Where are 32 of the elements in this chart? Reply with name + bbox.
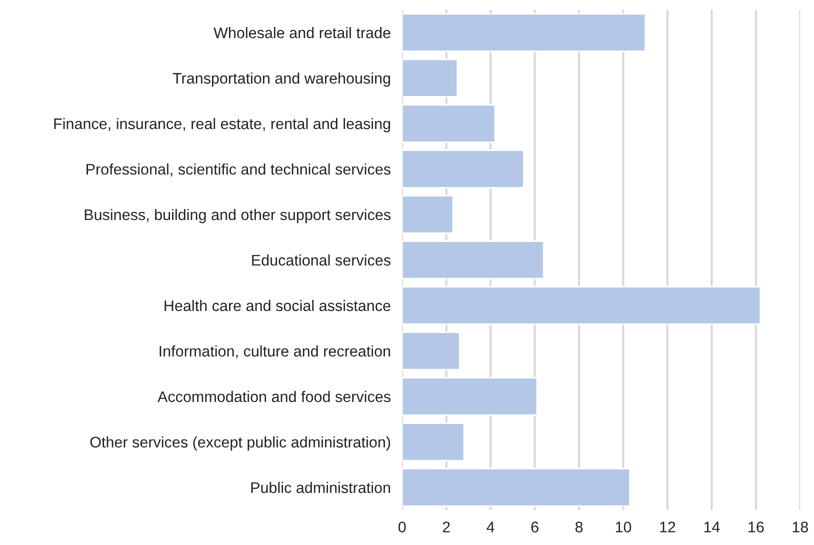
x-tick-label: 16 (748, 522, 764, 532)
x-tick-label: 4 (486, 522, 494, 532)
bar (402, 468, 631, 507)
x-tick-label: 2 (442, 522, 450, 532)
x-tick-label: 12 (660, 522, 676, 532)
x-tick-label: 8 (575, 522, 583, 532)
y-tick-label: Accommodation and food services (158, 390, 390, 402)
bar (402, 195, 454, 234)
y-tick-label: Wholesale and retail trade (214, 27, 390, 38)
x-tick-label: 6 (531, 522, 538, 532)
bar (402, 286, 762, 325)
y-tick-label: Public administration (251, 482, 390, 494)
y-tick-label: Business, building and other support services (84, 208, 390, 224)
bar (402, 104, 496, 143)
x-tick-label: 18 (792, 522, 808, 532)
y-tick-label: Finance, insurance, real estate, rental and leasing (54, 118, 390, 132)
bar (402, 58, 458, 98)
bar (402, 13, 646, 52)
y-tick-label: Transportation and warehousing (172, 72, 390, 87)
y-tick-label: Information, culture and recreation (160, 345, 390, 358)
y-tick-label: Other services (except public administration) (90, 436, 390, 451)
bar (402, 422, 465, 462)
bar (402, 240, 544, 280)
y-tick-label: Educational services (252, 254, 390, 266)
y-tick-label: Health care and social assistance (164, 300, 390, 312)
bar (402, 377, 538, 416)
x-tick-label: 10 (616, 522, 632, 532)
bar (402, 332, 460, 370)
y-tick-label: Professional, scientific and technical services (86, 163, 390, 176)
x-tick-label: 14 (704, 522, 720, 532)
x-tick-label: 0 (398, 522, 406, 532)
bar (402, 150, 524, 188)
